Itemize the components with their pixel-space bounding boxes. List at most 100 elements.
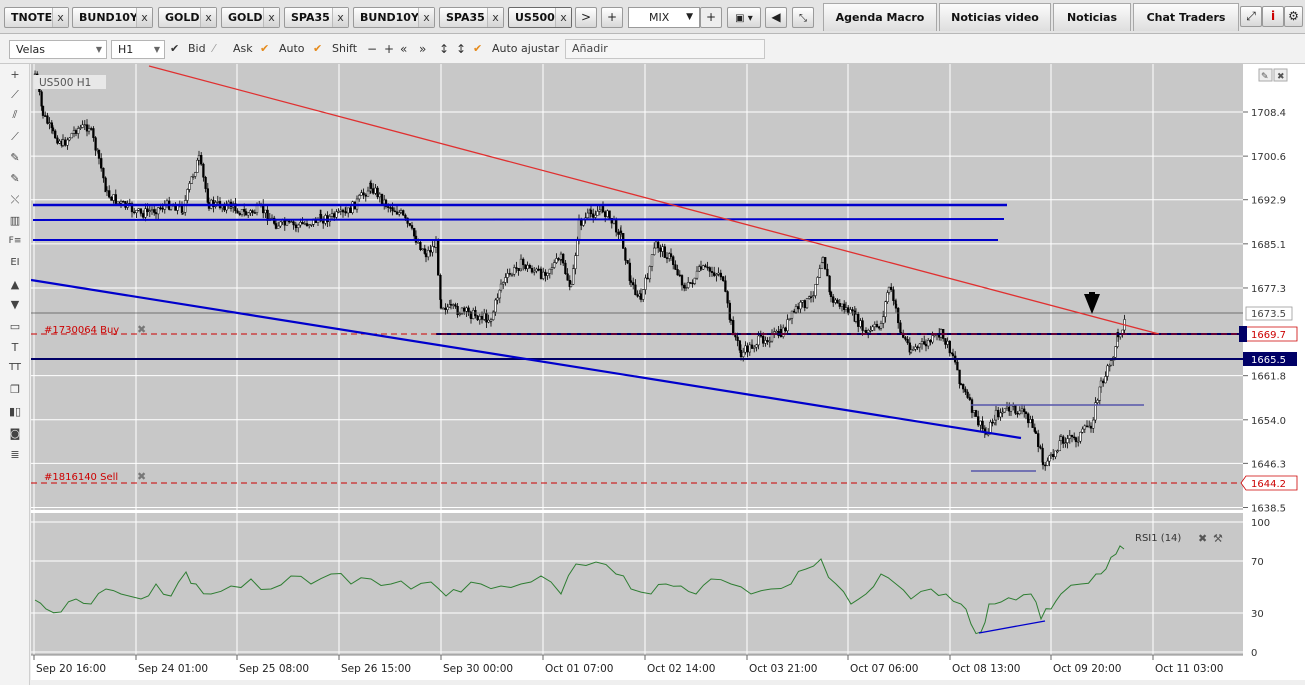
chart-area[interactable]: US500 H1 #1730064 Buy ✖ #1816140 Sell ✖ … xyxy=(31,64,1305,685)
fib-levels-icon[interactable]: F≡ xyxy=(8,236,22,246)
chart-type-select[interactable]: Velas ▼ xyxy=(9,40,107,59)
tab-gold[interactable]: GOLD x xyxy=(158,7,217,28)
candle-body xyxy=(1081,428,1084,433)
scroll-left-icon[interactable]: « xyxy=(400,42,408,56)
zoom-out-icon[interactable]: − xyxy=(367,42,378,56)
bid-check-icon[interactable]: ✔ xyxy=(170,42,180,55)
candle-body xyxy=(734,334,737,338)
close-icon[interactable]: x xyxy=(200,8,216,27)
tab-tnote[interactable]: TNOTE x xyxy=(4,7,69,28)
tab-noticias[interactable]: Noticias xyxy=(1053,3,1131,31)
tab-us500[interactable]: US500 x xyxy=(508,7,572,28)
tab-spa35[interactable]: SPA35 x xyxy=(284,7,349,28)
close-icon[interactable]: x xyxy=(263,8,279,27)
text-icon[interactable]: T xyxy=(11,341,19,354)
candle-body xyxy=(54,130,57,139)
stretch-vertical-icon[interactable]: ↕ xyxy=(439,42,450,56)
elliott-icon[interactable]: EI xyxy=(10,257,20,268)
fibonacci-icon[interactable]: ▥ xyxy=(9,214,21,227)
candle-body xyxy=(598,209,601,212)
next-tab-button[interactable]: > xyxy=(575,7,597,28)
auto-label[interactable]: Auto xyxy=(279,42,305,55)
wrench-icon[interactable]: ⚒ xyxy=(1213,532,1223,545)
candle-body xyxy=(755,344,758,348)
close-order-icon[interactable]: ✖ xyxy=(137,470,146,483)
candle-body xyxy=(746,345,749,353)
close-icon[interactable]: x xyxy=(332,8,348,27)
auto-adjust-check-icon[interactable]: ✔ xyxy=(473,42,483,55)
tab-agenda-macro[interactable]: Agenda Macro xyxy=(823,3,937,31)
layout-add-button[interactable]: + xyxy=(700,7,722,28)
bid-label[interactable]: Bid xyxy=(188,42,206,55)
pencil-icon[interactable]: ✎ xyxy=(10,151,20,164)
candle-body xyxy=(116,201,120,204)
blue-trendline[interactable] xyxy=(31,278,1022,440)
window-select-button[interactable]: ▣ ▾ xyxy=(727,7,761,28)
arrow-down-icon[interactable]: ▼ xyxy=(10,298,20,311)
red-trendline[interactable] xyxy=(148,65,1160,335)
shift-label[interactable]: Shift xyxy=(332,42,358,55)
rectangle-icon[interactable]: ▭ xyxy=(9,320,21,333)
candle-body xyxy=(535,268,538,272)
candle-body xyxy=(79,127,82,129)
add-tab-button[interactable]: + xyxy=(601,7,623,28)
sell-order-label[interactable]: #1816140 Sell xyxy=(44,472,118,483)
tab-gold-2[interactable]: GOLD x xyxy=(221,7,280,28)
add-indicator-input[interactable]: Añadir xyxy=(565,39,765,59)
resistance-line[interactable] xyxy=(32,218,1005,221)
close-icon[interactable]: x xyxy=(136,8,152,27)
tab-spa35-2[interactable]: SPA35 x xyxy=(439,7,504,28)
candle-body xyxy=(184,200,187,213)
zoom-in-icon[interactable]: + xyxy=(384,42,395,56)
close-icon[interactable]: x xyxy=(52,8,68,27)
settings-icon[interactable]: ⚙ xyxy=(1284,6,1303,27)
channel-icon[interactable]: ⫽ xyxy=(12,108,18,121)
tab-bund10y[interactable]: BUND10Y x xyxy=(72,7,153,28)
info-icon[interactable]: i xyxy=(1262,6,1284,27)
pane-edit-button[interactable] xyxy=(1258,68,1273,82)
candle-body xyxy=(1009,405,1013,412)
close-icon[interactable]: x xyxy=(487,8,503,27)
candle-body xyxy=(539,268,543,279)
arrow-up-icon[interactable]: ▲ xyxy=(10,278,20,291)
candle-body xyxy=(632,282,635,286)
candle-body xyxy=(717,272,720,275)
text-size-icon[interactable]: TT xyxy=(8,362,22,373)
shift-check-icon[interactable]: ✔ xyxy=(313,42,323,55)
close-icon[interactable]: x xyxy=(418,8,434,27)
camera-icon[interactable]: ◙ xyxy=(9,427,21,440)
close-icon[interactable]: x xyxy=(555,8,571,27)
pane-close-button[interactable] xyxy=(1273,68,1288,82)
timeframe-select[interactable]: H1 ▼ xyxy=(111,40,165,59)
back-arrow-button[interactable]: ◀ xyxy=(765,7,787,28)
tab-bund10y-2[interactable]: BUND10Y x xyxy=(353,7,435,28)
candle-body xyxy=(550,267,554,270)
candle-body xyxy=(650,254,654,267)
price-chart[interactable]: US500 H1 #1730064 Buy ✖ #1816140 Sell ✖ … xyxy=(31,64,1305,685)
tab-noticias-video[interactable]: Noticias video xyxy=(939,3,1051,31)
layers-icon[interactable]: ❐ xyxy=(10,383,20,396)
expand-icon[interactable]: ⤢ xyxy=(1240,6,1262,27)
brush-icon[interactable]: ✎ xyxy=(10,172,20,185)
trendline-icon[interactable]: ⟋ xyxy=(11,88,19,101)
swap-arrows-button[interactable]: ⤡ xyxy=(792,7,814,28)
layout-select[interactable]: MIX ▼ xyxy=(628,7,700,28)
rsi-divergence-line[interactable] xyxy=(978,620,1046,634)
crosshair-icon[interactable]: + xyxy=(10,68,20,81)
candle-body xyxy=(821,257,825,263)
compress-vertical-icon[interactable]: ↕ xyxy=(456,42,467,56)
close-order-icon[interactable]: ✖ xyxy=(137,323,146,336)
buy-order-label[interactable]: #1730064 Buy xyxy=(44,325,119,336)
auto-adjust-label[interactable]: Auto ajustar xyxy=(492,42,560,55)
ask-check-icon[interactable]: ⁄ xyxy=(213,42,215,55)
list-icon[interactable]: ≣ xyxy=(10,448,20,461)
candle-body xyxy=(847,307,850,314)
scroll-right-icon[interactable]: » xyxy=(419,42,427,56)
ray-icon[interactable]: ⟋ xyxy=(11,130,19,143)
auto-check-icon[interactable]: ✔ xyxy=(260,42,270,55)
indicators-icon[interactable]: ▮▯ xyxy=(8,405,22,418)
ask-label[interactable]: Ask xyxy=(233,42,253,55)
tab-chat-traders[interactable]: Chat Traders xyxy=(1133,3,1239,31)
fan-icon[interactable]: ⤬ xyxy=(10,193,20,206)
close-indicator-icon[interactable]: ✖ xyxy=(1198,532,1207,545)
